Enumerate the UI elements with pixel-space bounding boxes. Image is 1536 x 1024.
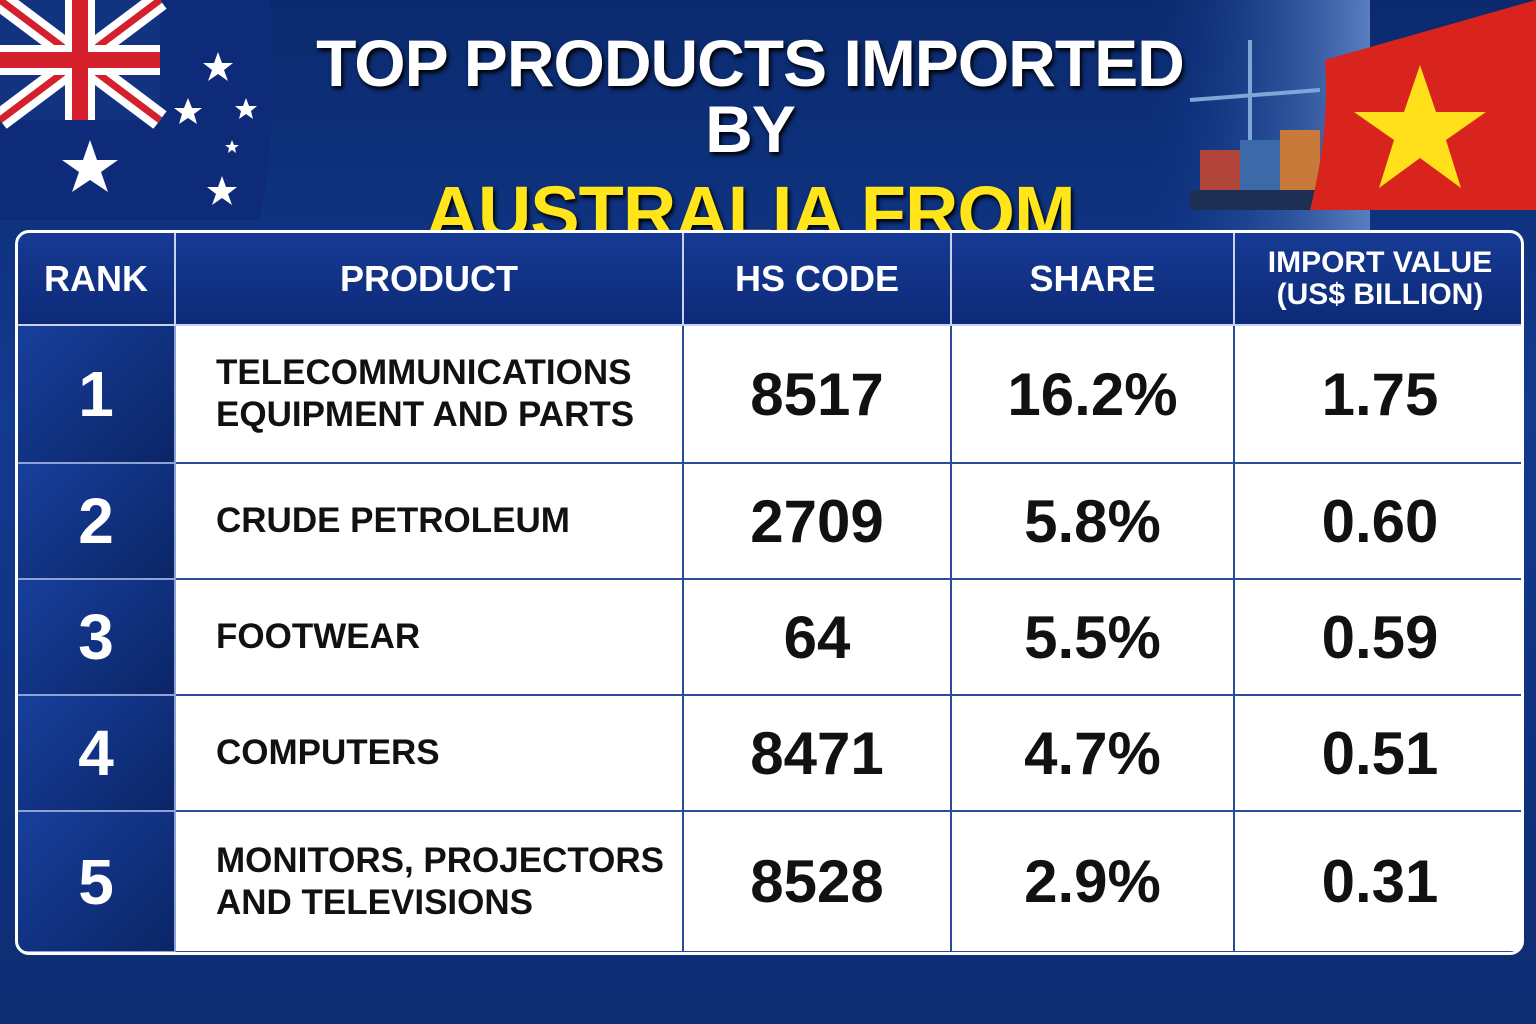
column-header: PRODUCT: [176, 233, 684, 326]
import-value-cell: 0.60: [1235, 464, 1521, 580]
share-cell: 5.8%: [952, 464, 1235, 580]
australia-flag: [0, 0, 274, 220]
hs-code-cell: 2709: [684, 464, 952, 580]
product-cell: CRUDE PETROLEUM: [176, 464, 684, 580]
column-header: RANK: [18, 233, 176, 326]
rank-cell: 1: [18, 326, 176, 464]
column-header: SHARE: [952, 233, 1235, 326]
product-cell: FOOTWEAR: [176, 580, 684, 696]
column-header: IMPORT VALUE (US$ BILLION): [1235, 233, 1521, 326]
share-cell: 2.9%: [952, 812, 1235, 952]
import-table: RANK PRODUCT HS CODE SHARE IMPORT VALUE (US$…: [15, 230, 1524, 955]
title-line: TOP PRODUCTS IMPORTED BY: [316, 26, 1185, 166]
rank-cell: 5: [18, 812, 176, 952]
vietnam-flag: [1310, 0, 1536, 210]
header-art: [0, 0, 1536, 230]
import-value-cell: 0.59: [1235, 580, 1521, 696]
product-cell: TELECOMMUNICATIONS EQUIPMENT AND PARTS: [176, 326, 684, 464]
share-cell: 16.2%: [952, 326, 1235, 464]
import-value-cell: 0.31: [1235, 812, 1521, 952]
hs-code-cell: 8528: [684, 812, 952, 952]
import-value-cell: 1.75: [1235, 326, 1521, 464]
rank-cell: 4: [18, 696, 176, 812]
column-header: HS CODE: [684, 233, 952, 326]
hs-code-cell: 8517: [684, 326, 952, 464]
rank-cell: 3: [18, 580, 176, 696]
product-cell: MONITORS, PROJECTORS AND TELEVISIONS: [176, 812, 684, 952]
product-cell: COMPUTERS: [176, 696, 684, 812]
import-value-cell: 0.51: [1235, 696, 1521, 812]
share-cell: 4.7%: [952, 696, 1235, 812]
hs-code-cell: 8471: [684, 696, 952, 812]
share-cell: 5.5%: [952, 580, 1235, 696]
hs-code-cell: 64: [684, 580, 952, 696]
containers: [1189, 40, 1340, 210]
rank-cell: 2: [18, 464, 176, 580]
